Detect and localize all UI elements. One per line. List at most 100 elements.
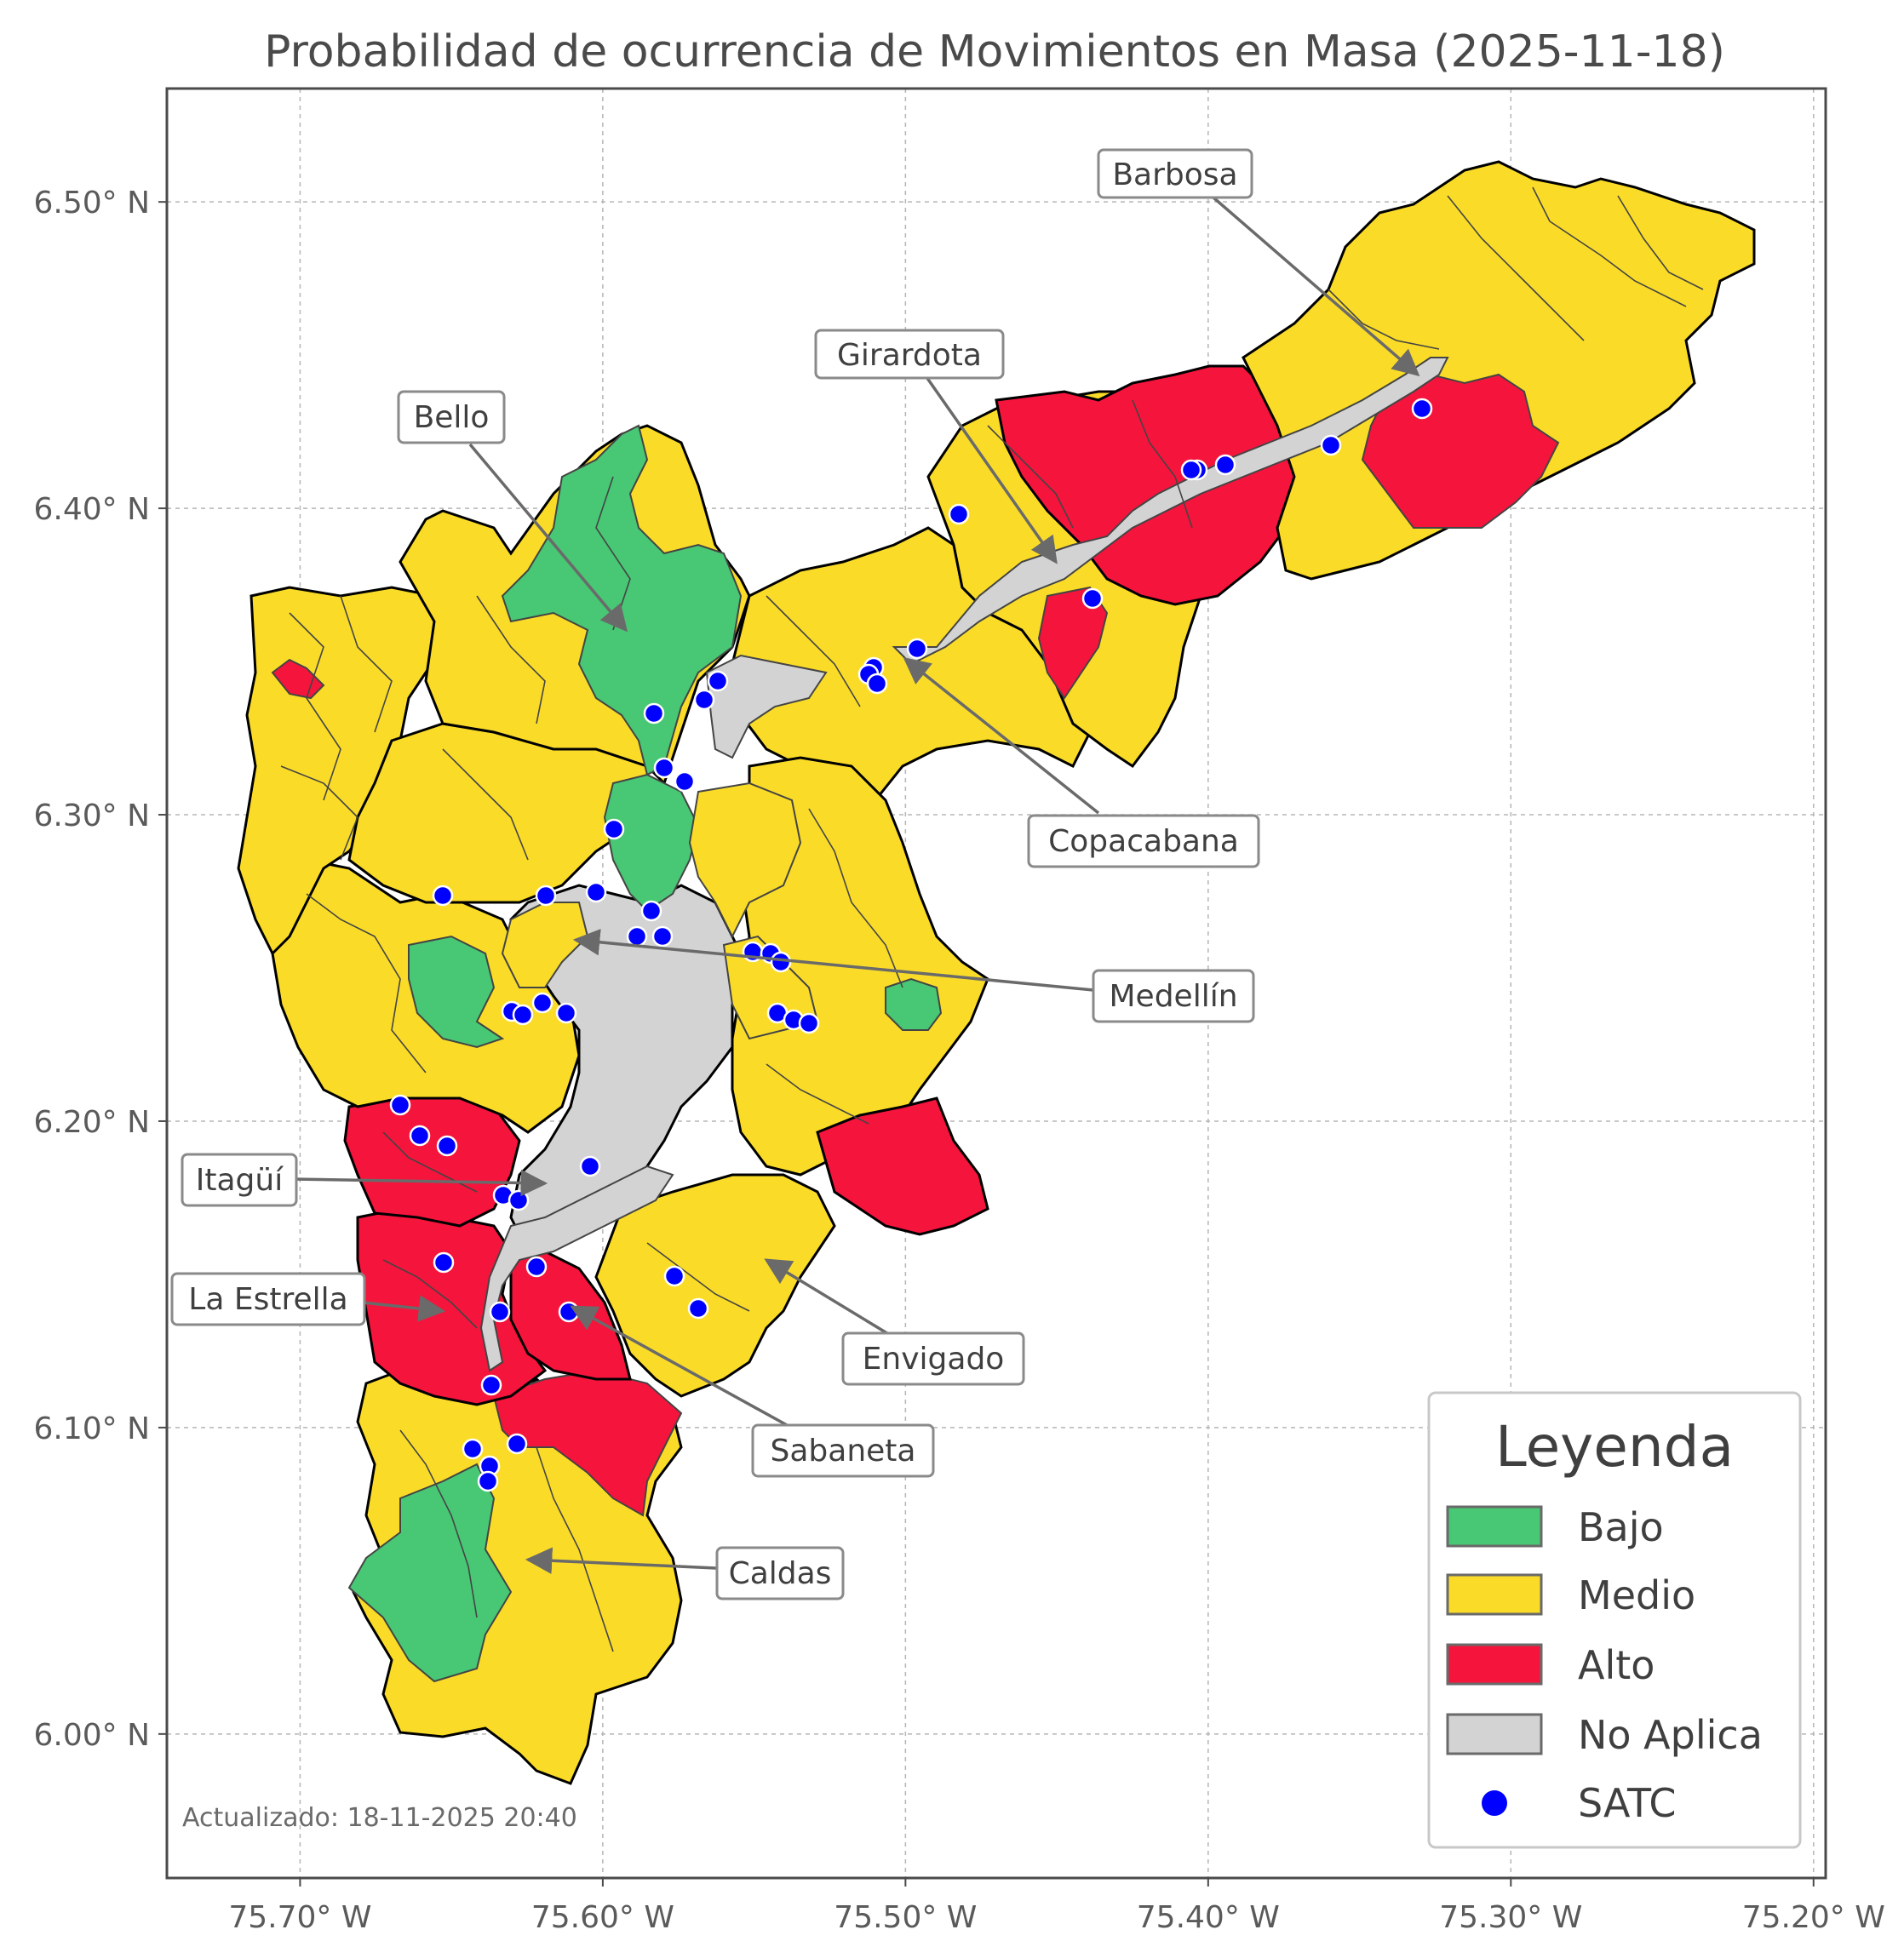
satc-station-marker[interactable]	[489, 1301, 511, 1323]
satc-station-marker[interactable]	[653, 757, 675, 779]
region-valley-east-no-aplica[interactable]	[892, 357, 1449, 666]
x-tick-label: 75.20° W	[1742, 1900, 1885, 1935]
satc-station-marker[interactable]	[512, 1004, 534, 1026]
satc-station-marker[interactable]	[389, 1094, 411, 1116]
y-tick-label: 6.40° N	[33, 492, 150, 527]
satc-station-marker[interactable]	[798, 1012, 820, 1034]
satc-station-marker[interactable]	[579, 1155, 601, 1177]
label-la-estrella-text: La Estrella	[188, 1282, 347, 1317]
satc-station-marker[interactable]	[643, 702, 665, 724]
satc-station-marker[interactable]	[433, 1251, 455, 1274]
legend-swatch-medio	[1446, 1573, 1543, 1616]
satc-station-marker[interactable]	[531, 992, 553, 1014]
satc-station-marker[interactable]	[436, 1135, 458, 1157]
region-itagui-alto[interactable]	[343, 1092, 521, 1228]
satc-station-marker[interactable]	[558, 1301, 580, 1323]
satc-station-marker[interactable]	[409, 1125, 431, 1147]
satc-station-marker[interactable]	[640, 900, 662, 922]
label-la-estrella: La Estrella	[170, 1272, 366, 1326]
satc-station-marker[interactable]	[1214, 454, 1236, 476]
satc-station-marker[interactable]	[687, 1297, 709, 1320]
region-west-alto-small[interactable]	[271, 658, 325, 700]
region-medellin-east-alto[interactable]	[816, 1096, 989, 1236]
satc-station-marker[interactable]	[525, 1256, 548, 1278]
satc-station-marker[interactable]	[535, 885, 557, 907]
label-medellin: Medellín	[1092, 969, 1255, 1023]
satc-points	[389, 398, 1433, 1492]
legend-swatch-bajo	[1446, 1505, 1543, 1548]
legend-title: Leyenda	[1495, 1414, 1734, 1480]
satc-station-marker[interactable]	[506, 1433, 528, 1455]
satc-station-marker[interactable]	[626, 925, 648, 948]
label-copacabana: Copacabana	[1027, 814, 1260, 868]
region-barbosa-medio[interactable]	[1242, 160, 1756, 581]
satc-station-marker[interactable]	[906, 638, 928, 660]
satc-station-marker[interactable]	[770, 951, 792, 973]
label-leader-lines	[292, 191, 1420, 1575]
satc-station-marker[interactable]	[693, 689, 715, 711]
satc-station-marker[interactable]	[432, 885, 454, 907]
label-sabaneta-text: Sabaneta	[771, 1434, 916, 1469]
region-valley-south-no-aplica[interactable]	[479, 1165, 674, 1372]
region-urban-bajo-north[interactable]	[603, 773, 700, 913]
label-barbosa: Barbosa	[1097, 148, 1253, 199]
satc-station-marker[interactable]	[663, 1265, 685, 1287]
region-urban-medio-west[interactable]	[501, 902, 589, 988]
legend-label-alto: Alto	[1578, 1642, 1655, 1688]
label-envigado-text: Envigado	[863, 1342, 1005, 1377]
x-tick-label: 75.70° W	[228, 1900, 371, 1935]
label-barbosa-text: Barbosa	[1112, 157, 1237, 192]
satc-station-marker[interactable]	[674, 770, 696, 793]
x-tick-label: 75.30° W	[1439, 1900, 1582, 1935]
label-envigado: Envigado	[841, 1331, 1025, 1386]
label-medellin-text: Medellín	[1109, 979, 1237, 1014]
satc-station-marker[interactable]	[462, 1438, 484, 1460]
region-urban-medio-north[interactable]	[688, 782, 802, 939]
label-itagui: Itagüí	[181, 1153, 298, 1207]
label-bello: Bello	[397, 390, 506, 444]
municipality-labels: Barbosa Girardota Bello Copacabana Medel…	[170, 148, 1260, 1600]
satc-station-marker[interactable]	[1180, 459, 1202, 481]
y-tick-label: 6.30° N	[33, 799, 150, 833]
updated-timestamp: Actualizado: 18-11-2025 20:40	[182, 1803, 577, 1833]
subdivision-lines	[280, 186, 1704, 1652]
satc-station-marker[interactable]	[948, 503, 970, 525]
legend-label-bajo: Bajo	[1578, 1504, 1664, 1550]
satc-station-marker[interactable]	[651, 925, 674, 948]
legend-swatch-no-aplica	[1446, 1713, 1543, 1755]
label-bello-text: Bello	[414, 400, 490, 435]
legend-swatch-alto	[1446, 1643, 1543, 1686]
satc-station-marker[interactable]	[1081, 587, 1104, 610]
region-medellin-bajo-west[interactable]	[408, 935, 505, 1049]
label-girardota-text: Girardota	[837, 338, 982, 373]
x-tick-label: 75.40° W	[1137, 1900, 1280, 1935]
satc-station-marker[interactable]	[480, 1374, 502, 1396]
legend-label-no-aplica: No Aplica	[1578, 1712, 1763, 1758]
region-medellin-east-bajo[interactable]	[885, 977, 943, 1031]
satc-station-marker[interactable]	[1411, 398, 1433, 420]
label-caldas: Caldas	[715, 1546, 845, 1600]
legend: Leyenda Bajo Medio Alto No Aplica SATC	[1427, 1391, 1802, 1849]
region-envigado-medio[interactable]	[594, 1173, 836, 1398]
region-barbosa-alto[interactable]	[1361, 373, 1560, 529]
label-itagui-text: Itagüí	[196, 1163, 284, 1198]
label-caldas-text: Caldas	[729, 1556, 832, 1591]
y-tick-label: 6.10° N	[33, 1411, 150, 1446]
satc-station-marker[interactable]	[508, 1189, 530, 1211]
legend-label-satc: SATC	[1578, 1780, 1676, 1826]
satc-station-marker[interactable]	[585, 881, 607, 903]
satc-station-marker[interactable]	[603, 818, 625, 840]
satc-station-marker[interactable]	[1320, 434, 1342, 456]
legend-marker-satc	[1482, 1790, 1507, 1816]
axis-ticks: 75.70° W 75.60° W 75.50° W 75.40° W 75.30° W…	[33, 186, 1884, 1935]
satc-station-marker[interactable]	[707, 670, 729, 692]
satc-station-marker[interactable]	[866, 673, 888, 695]
y-tick-label: 6.50° N	[33, 186, 150, 220]
region-bello-bajo[interactable]	[501, 424, 743, 776]
satc-station-marker[interactable]	[477, 1470, 499, 1492]
satc-station-marker[interactable]	[555, 1002, 577, 1024]
region-valley-north-no-aplica[interactable]	[705, 654, 828, 759]
y-tick-label: 6.20° N	[33, 1105, 150, 1140]
map-title: Probabilidad de ocurrencia de Movimiento…	[264, 26, 1725, 77]
